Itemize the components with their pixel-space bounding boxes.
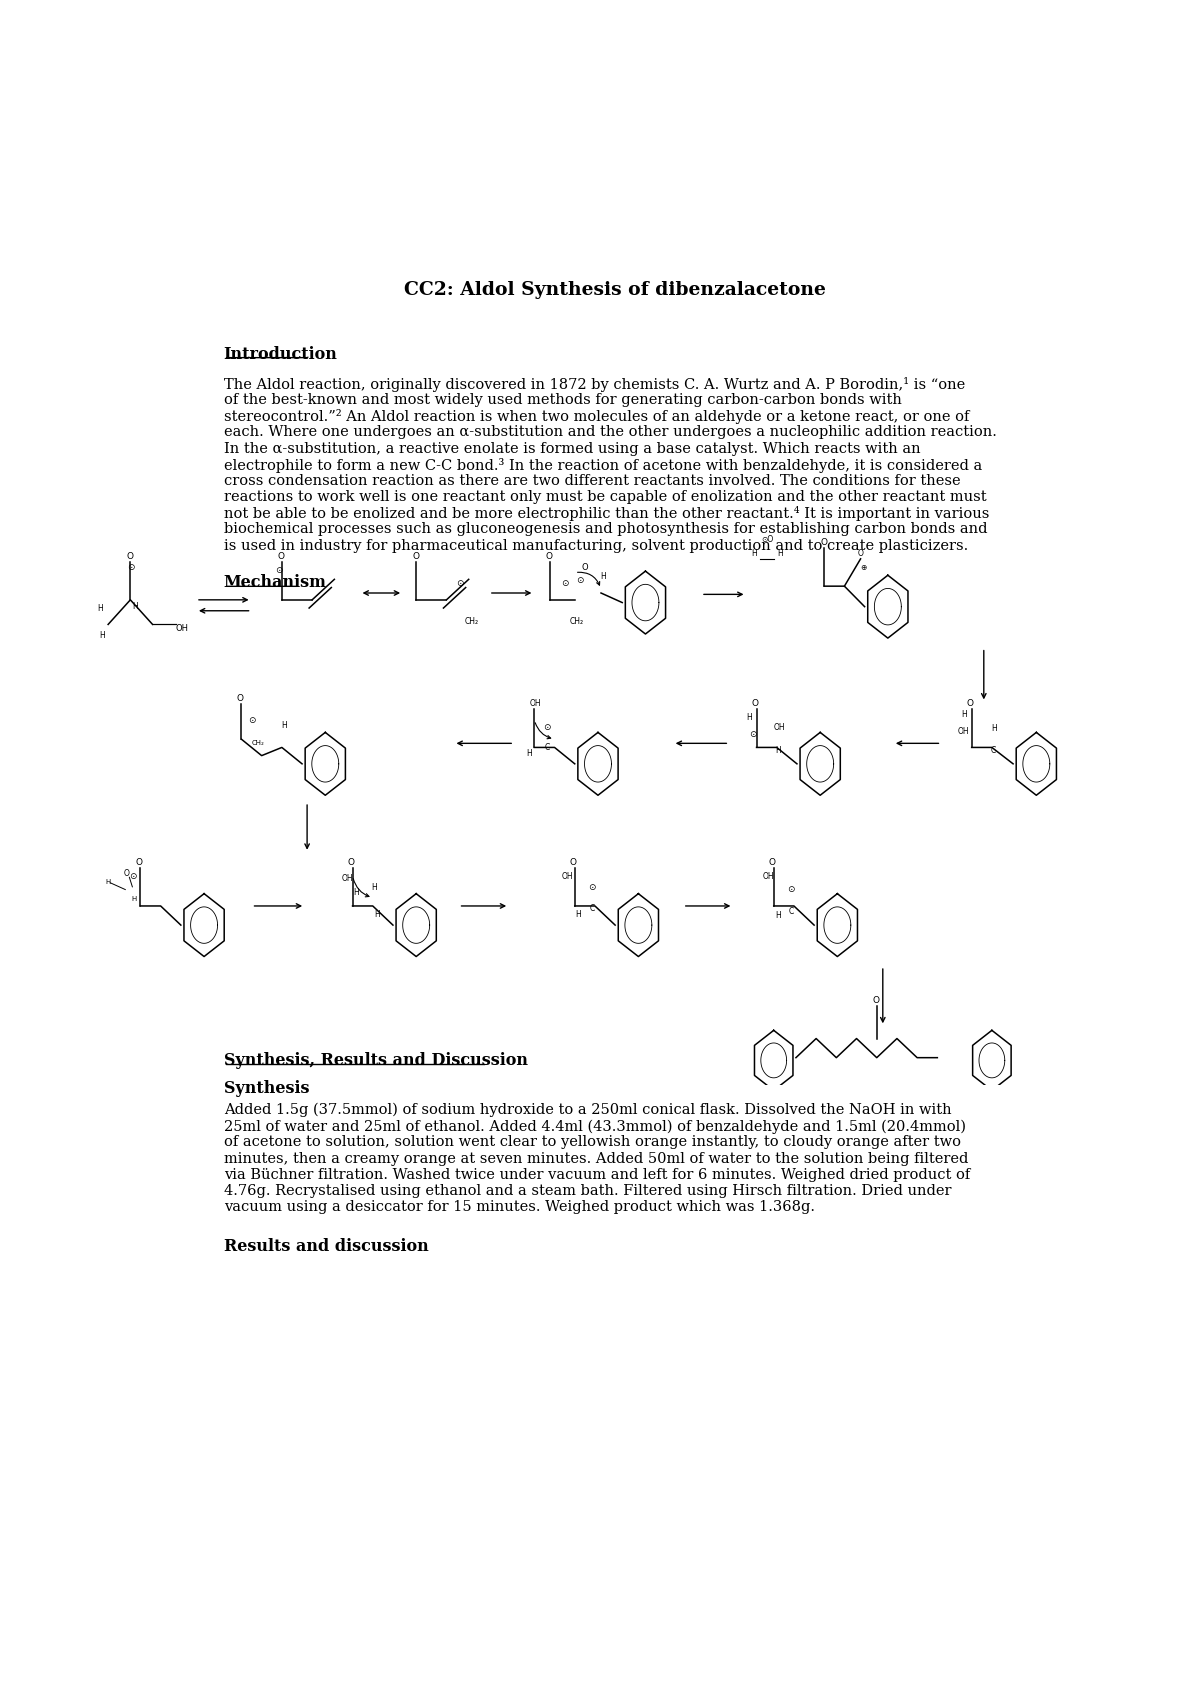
Text: OH: OH (562, 872, 574, 881)
Text: reactions to work well is one reactant only must be capable of enolization and t: reactions to work well is one reactant o… (223, 490, 986, 504)
Text: H: H (97, 604, 103, 613)
Text: H: H (575, 910, 581, 918)
Text: O: O (858, 550, 864, 558)
Text: O: O (348, 859, 354, 867)
Text: biochemical processes such as gluconeogenesis and photosynthesis for establishin: biochemical processes such as gluconeoge… (223, 523, 988, 536)
Text: ⊕: ⊕ (860, 563, 866, 572)
Text: H: H (106, 879, 110, 886)
Text: ⊙: ⊙ (275, 565, 282, 575)
Text: C: C (590, 905, 595, 913)
Text: ⊙: ⊙ (576, 577, 583, 585)
Text: cross condensation reaction as there are two different reactants involved. The c: cross condensation reaction as there are… (223, 473, 960, 489)
Text: OH: OH (763, 872, 774, 881)
Text: ⊙: ⊙ (562, 579, 569, 589)
Text: H: H (776, 550, 782, 558)
Text: ⊙: ⊙ (248, 716, 256, 725)
Text: H: H (991, 725, 997, 733)
Text: H: H (131, 896, 137, 901)
Text: is used in industry for pharmaceutical manufacturing, solvent production and to : is used in industry for pharmaceutical m… (223, 538, 968, 553)
Text: O: O (820, 538, 827, 546)
Text: H: H (100, 631, 104, 640)
Text: not be able to be enolized and be more electrophilic than the other reactant.⁴ I: not be able to be enolized and be more e… (223, 506, 989, 521)
Text: H: H (775, 911, 781, 920)
Text: CH₂: CH₂ (464, 618, 479, 626)
Text: H: H (373, 910, 379, 918)
Text: via Büchner filtration. Washed twice under vacuum and left for 6 minutes. Weighe: via Büchner filtration. Washed twice und… (223, 1168, 970, 1181)
Text: O: O (124, 869, 130, 877)
Text: Results and discussion: Results and discussion (223, 1237, 428, 1254)
Text: vacuum using a desiccator for 15 minutes. Weighed product which was 1.368g.: vacuum using a desiccator for 15 minutes… (223, 1200, 815, 1213)
Text: O: O (967, 699, 973, 708)
Text: ⊙: ⊙ (544, 723, 551, 731)
Text: 4.76g. Recrystalised using ethanol and a steam bath. Filtered using Hirsch filtr: 4.76g. Recrystalised using ethanol and a… (223, 1185, 952, 1198)
Text: C: C (991, 747, 996, 755)
Text: H: H (372, 882, 378, 891)
Text: H: H (527, 748, 532, 757)
Text: O: O (751, 699, 758, 708)
Text: OH: OH (774, 723, 785, 731)
Text: H: H (281, 721, 287, 730)
Text: The Aldol reaction, originally discovered in 1872 by chemists C. A. Wurtz and A.: The Aldol reaction, originally discovere… (223, 377, 965, 392)
Text: OH: OH (176, 624, 188, 633)
Text: O: O (236, 694, 244, 703)
Text: O: O (546, 552, 552, 560)
Text: of acetone to solution, solution went clear to yellowish orange instantly, to cl: of acetone to solution, solution went cl… (223, 1135, 961, 1149)
Text: Synthesis: Synthesis (223, 1079, 310, 1096)
Text: electrophile to form a new C-C bond.³ In the reaction of acetone with benzaldehy: electrophile to form a new C-C bond.³ In… (223, 458, 982, 473)
Text: ⊙: ⊙ (456, 579, 464, 589)
Text: ⊙: ⊙ (588, 882, 595, 891)
Text: ⊙O: ⊙O (762, 536, 774, 545)
Text: ⊙: ⊙ (750, 730, 757, 738)
Text: O: O (872, 996, 880, 1005)
Text: ⊙: ⊙ (130, 872, 137, 881)
Text: ⊙: ⊙ (127, 563, 134, 572)
Text: stereocontrol.”² An Aldol reaction is when two molecules of an aldehyde or a ket: stereocontrol.”² An Aldol reaction is wh… (223, 409, 970, 424)
Text: H: H (746, 713, 752, 723)
Text: Synthesis, Results and Discussion: Synthesis, Results and Discussion (223, 1052, 528, 1069)
Text: O: O (769, 859, 775, 867)
Text: H: H (961, 711, 967, 720)
Text: of the best-known and most widely used methods for generating carbon-carbon bond: of the best-known and most widely used m… (223, 394, 901, 407)
Text: O: O (136, 859, 143, 867)
Text: H: H (132, 602, 138, 611)
Text: O: O (278, 552, 284, 560)
Text: O: O (126, 552, 133, 560)
Text: CH₂: CH₂ (252, 740, 264, 745)
Text: O: O (582, 563, 588, 572)
Text: H: H (775, 747, 781, 755)
Text: CH₂: CH₂ (570, 618, 584, 626)
Text: CC2: Aldol Synthesis of dibenzalacetone: CC2: Aldol Synthesis of dibenzalacetone (404, 280, 826, 299)
Text: O: O (412, 552, 419, 560)
Text: OH: OH (958, 726, 970, 736)
Text: each. Where one undergoes an α-substitution and the other undergoes a nucleophil: each. Where one undergoes an α-substitut… (223, 426, 996, 440)
Text: O: O (570, 859, 577, 867)
Text: OH: OH (342, 874, 353, 884)
Text: 25ml of water and 25ml of ethanol. Added 4.4ml (43.3mmol) of benzaldehyde and 1.: 25ml of water and 25ml of ethanol. Added… (223, 1118, 966, 1134)
Text: H: H (751, 550, 757, 558)
Text: C: C (788, 908, 794, 916)
Text: minutes, then a creamy orange at seven minutes. Added 50ml of water to the solut: minutes, then a creamy orange at seven m… (223, 1152, 968, 1166)
Text: H: H (354, 888, 359, 898)
Text: ⊙: ⊙ (787, 886, 794, 894)
Text: In the α-substitution, a reactive enolate is formed using a base catalyst. Which: In the α-substitution, a reactive enolat… (223, 441, 920, 455)
Text: C: C (545, 743, 550, 752)
Text: Introduction: Introduction (223, 346, 337, 363)
Text: OH: OH (529, 699, 541, 708)
Text: Added 1.5g (37.5mmol) of sodium hydroxide to a 250ml conical flask. Dissolved th: Added 1.5g (37.5mmol) of sodium hydroxid… (223, 1103, 952, 1117)
Text: H: H (600, 572, 606, 582)
Text: Mechanism: Mechanism (223, 574, 326, 591)
